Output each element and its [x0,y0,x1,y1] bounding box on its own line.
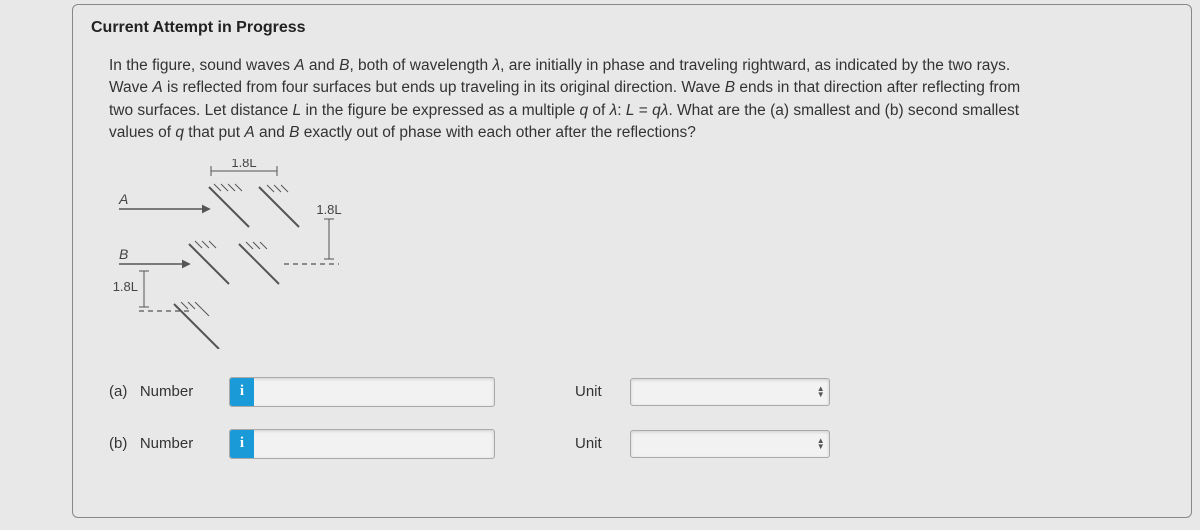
mirror-a-right [259,185,299,227]
dim-right: 1.8L [316,202,341,217]
question-text: In the figure, sound waves A and B, both… [109,55,1173,145]
label-A: A [118,191,128,207]
unit-label-b: Unit [575,435,602,452]
mirror-a-top [209,184,249,227]
number-input-a[interactable] [254,378,494,406]
attempt-title: Current Attempt in Progress [91,19,1173,37]
answer-inputs: (a) Number i Unit ▲▼ (b) Number i Unit ▲… [109,377,1173,459]
number-wrap-b: i [229,429,495,459]
figure: 1.8L A B [109,159,1173,349]
info-icon[interactable]: i [230,378,254,406]
unit-select-b[interactable]: ▲▼ [630,430,830,458]
mirror-lower [174,302,219,349]
info-icon[interactable]: i [230,430,254,458]
number-input-b[interactable] [254,430,494,458]
mirror-b-top [189,241,229,284]
unit-label-a: Unit [575,383,602,400]
dim-bottom: 1.8L [113,279,138,294]
row-b: (b) Number i Unit ▲▼ [109,429,1173,459]
label-a: (a) Number [109,383,219,400]
label-B: B [119,246,128,262]
label-b: (b) Number [109,435,219,452]
dim-top: 1.8L [231,159,256,170]
question-container: Current Attempt in Progress In the figur… [72,4,1192,518]
mirror-b-right [239,242,279,284]
unit-select-a[interactable]: ▲▼ [630,378,830,406]
row-a: (a) Number i Unit ▲▼ [109,377,1173,407]
number-wrap-a: i [229,377,495,407]
chevron-updown-icon: ▲▼ [817,438,825,450]
chevron-updown-icon: ▲▼ [817,386,825,398]
